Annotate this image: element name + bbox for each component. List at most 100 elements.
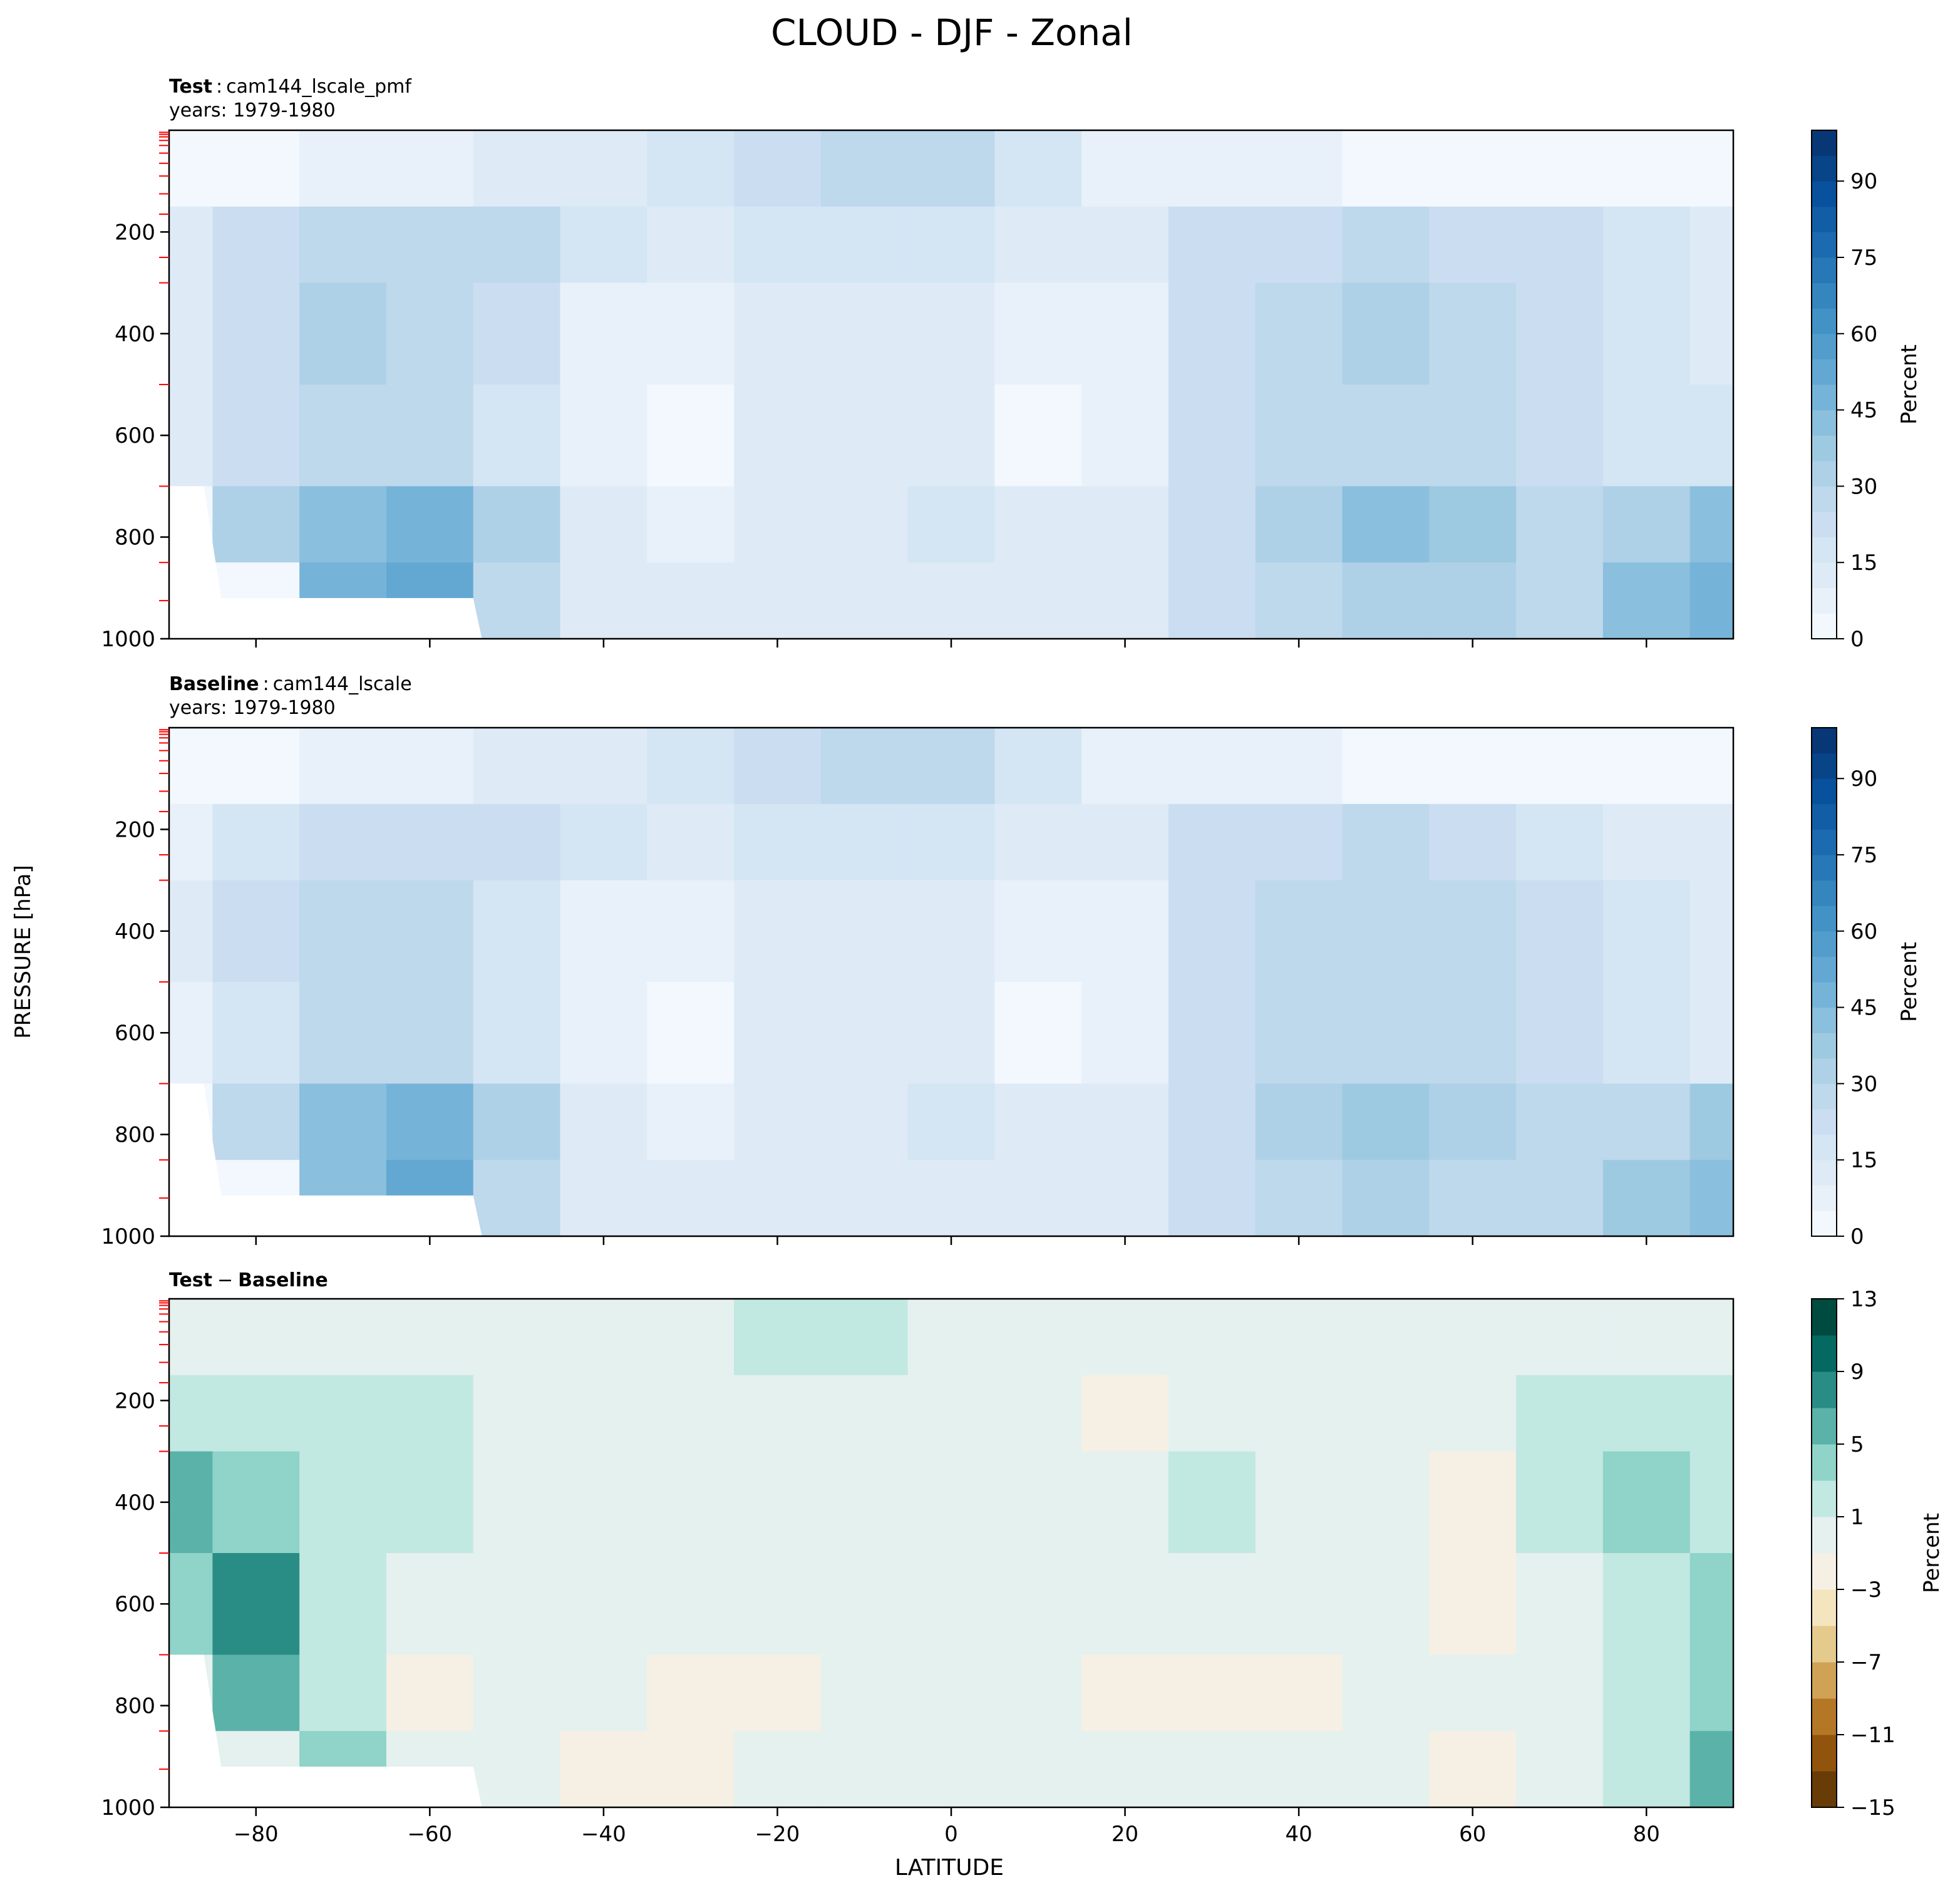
colorbar-tick-label: 75: [1850, 843, 1877, 868]
heatmap-cell: [1602, 1299, 1691, 1376]
colorbar-band: [1812, 829, 1837, 855]
heatmap-cell: [473, 1083, 561, 1160]
colorbar-band: [1812, 1589, 1837, 1626]
heatmap-cell: [299, 728, 387, 805]
heatmap-cell: [1429, 1553, 1517, 1655]
heatmap-cell: [299, 385, 387, 487]
heatmap-cell: [1689, 1655, 1734, 1732]
heatmap-cell: [1342, 982, 1430, 1084]
heatmap-cell: [1081, 282, 1169, 385]
colorbar-band: [1812, 1185, 1837, 1211]
heatmap-cell: [1429, 562, 1517, 639]
heatmap-cell: [1602, 1083, 1691, 1160]
heatmap-cell: [473, 206, 561, 284]
colorbar-tick-label: 15: [1850, 1148, 1877, 1173]
heatmap-cell: [1342, 130, 1430, 207]
heatmap-cell: [1602, 562, 1691, 639]
heatmap-cell: [1255, 982, 1343, 1084]
colorbar-tick-label: 13: [1850, 1287, 1877, 1312]
heatmap-cell: [647, 1655, 735, 1732]
heatmap-cell: [994, 803, 1082, 881]
heatmap-cell: [994, 1553, 1082, 1655]
colorbar-tick-label: −11: [1850, 1723, 1896, 1748]
heatmap-cell: [647, 1083, 735, 1160]
colorbar-band: [1812, 1444, 1837, 1481]
heatmap-cell: [1516, 1553, 1604, 1655]
colorbar-band: [1812, 1698, 1837, 1735]
colorbar-tick-label: 45: [1850, 398, 1877, 423]
heatmap-cell: [1081, 206, 1169, 284]
colorbar-band: [1812, 1299, 1837, 1336]
colorbar-band: [1812, 435, 1837, 462]
heatmap-cell: [1602, 486, 1691, 563]
colorbar-band: [1812, 587, 1837, 614]
heatmap-cell: [386, 1655, 474, 1732]
y-tick-label: 800: [115, 525, 155, 550]
heatmap-cell: [1429, 206, 1517, 284]
heatmap-cell: [169, 385, 213, 487]
y-tick-label: 400: [115, 1490, 155, 1515]
heatmap-cell: [386, 282, 474, 385]
x-tick-label: 40: [1285, 1822, 1312, 1847]
heatmap-cell: [1516, 1160, 1604, 1237]
heatmap-cell: [473, 1655, 561, 1732]
heatmap-cell: [560, 728, 647, 805]
heatmap-cell: [1689, 385, 1734, 487]
heatmap-cell: [212, 1299, 300, 1376]
test-case-name: cam144_lscale_pmf: [226, 76, 412, 98]
colorbar-band: [1812, 181, 1837, 207]
diff-title-baseline: Baseline: [238, 1269, 328, 1291]
heatmap-cell: [734, 282, 822, 385]
heatmap-cell: [647, 728, 735, 805]
heatmap-cell: [212, 1375, 300, 1452]
heatmap-cell: [169, 1451, 213, 1554]
heatmap-cell: [994, 982, 1082, 1084]
heatmap-cell: [1689, 982, 1734, 1084]
heatmap-cell: [560, 282, 647, 385]
heatmap-cell: [734, 1553, 822, 1655]
heatmap-cell: [1516, 728, 1604, 805]
heatmap-cell: [1168, 206, 1256, 284]
heatmap-cell: [1168, 728, 1256, 805]
heatmap-cell: [647, 1299, 735, 1376]
heatmap-cell: [1255, 803, 1343, 881]
colorbar-tick-label: 9: [1850, 1360, 1864, 1385]
heatmap-cell: [386, 803, 474, 881]
heatmap-cell: [1602, 385, 1691, 487]
x-tick-label: 80: [1633, 1822, 1660, 1847]
colorbar-frame: [1811, 130, 1837, 639]
x-tick-label: −80: [234, 1822, 279, 1847]
heatmap-cell: [820, 1655, 909, 1732]
heatmap-cell: [647, 1160, 735, 1237]
heatmap-cell: [1516, 803, 1604, 881]
heatmap-cell: [1081, 1731, 1169, 1808]
heatmap-cell: [299, 130, 387, 207]
heatmap-cell: [1429, 1731, 1517, 1808]
heatmap-cell: [212, 982, 300, 1084]
baseline-years: years: 1979-1980: [169, 697, 336, 719]
heatmap-cell: [299, 880, 387, 983]
colorbar-band: [1812, 385, 1837, 411]
heatmap-cell: [560, 803, 647, 881]
heatmap-cell: [299, 1451, 387, 1554]
y-tick-label: 1000: [101, 1224, 155, 1249]
heatmap-cell: [907, 385, 995, 487]
colorbar-band: [1812, 855, 1837, 881]
heatmap-cell: [560, 1553, 647, 1655]
y-tick-label: 800: [115, 1694, 155, 1719]
heatmap-cell: [820, 1731, 909, 1808]
test-heatmap: [169, 130, 1734, 639]
heatmap-cell: [1689, 562, 1734, 639]
colorbar-band: [1812, 1083, 1837, 1110]
heatmap-cell: [647, 1451, 735, 1554]
colorbar-band: [1812, 1211, 1837, 1237]
colorbar-band: [1812, 410, 1837, 436]
colorbar-band: [1812, 333, 1837, 359]
heatmap-cell: [473, 803, 561, 881]
heatmap-cell: [169, 803, 213, 881]
heatmap-cell: [299, 1375, 387, 1452]
colorbar-band: [1812, 1134, 1837, 1160]
heatmap-cell: [647, 803, 735, 881]
